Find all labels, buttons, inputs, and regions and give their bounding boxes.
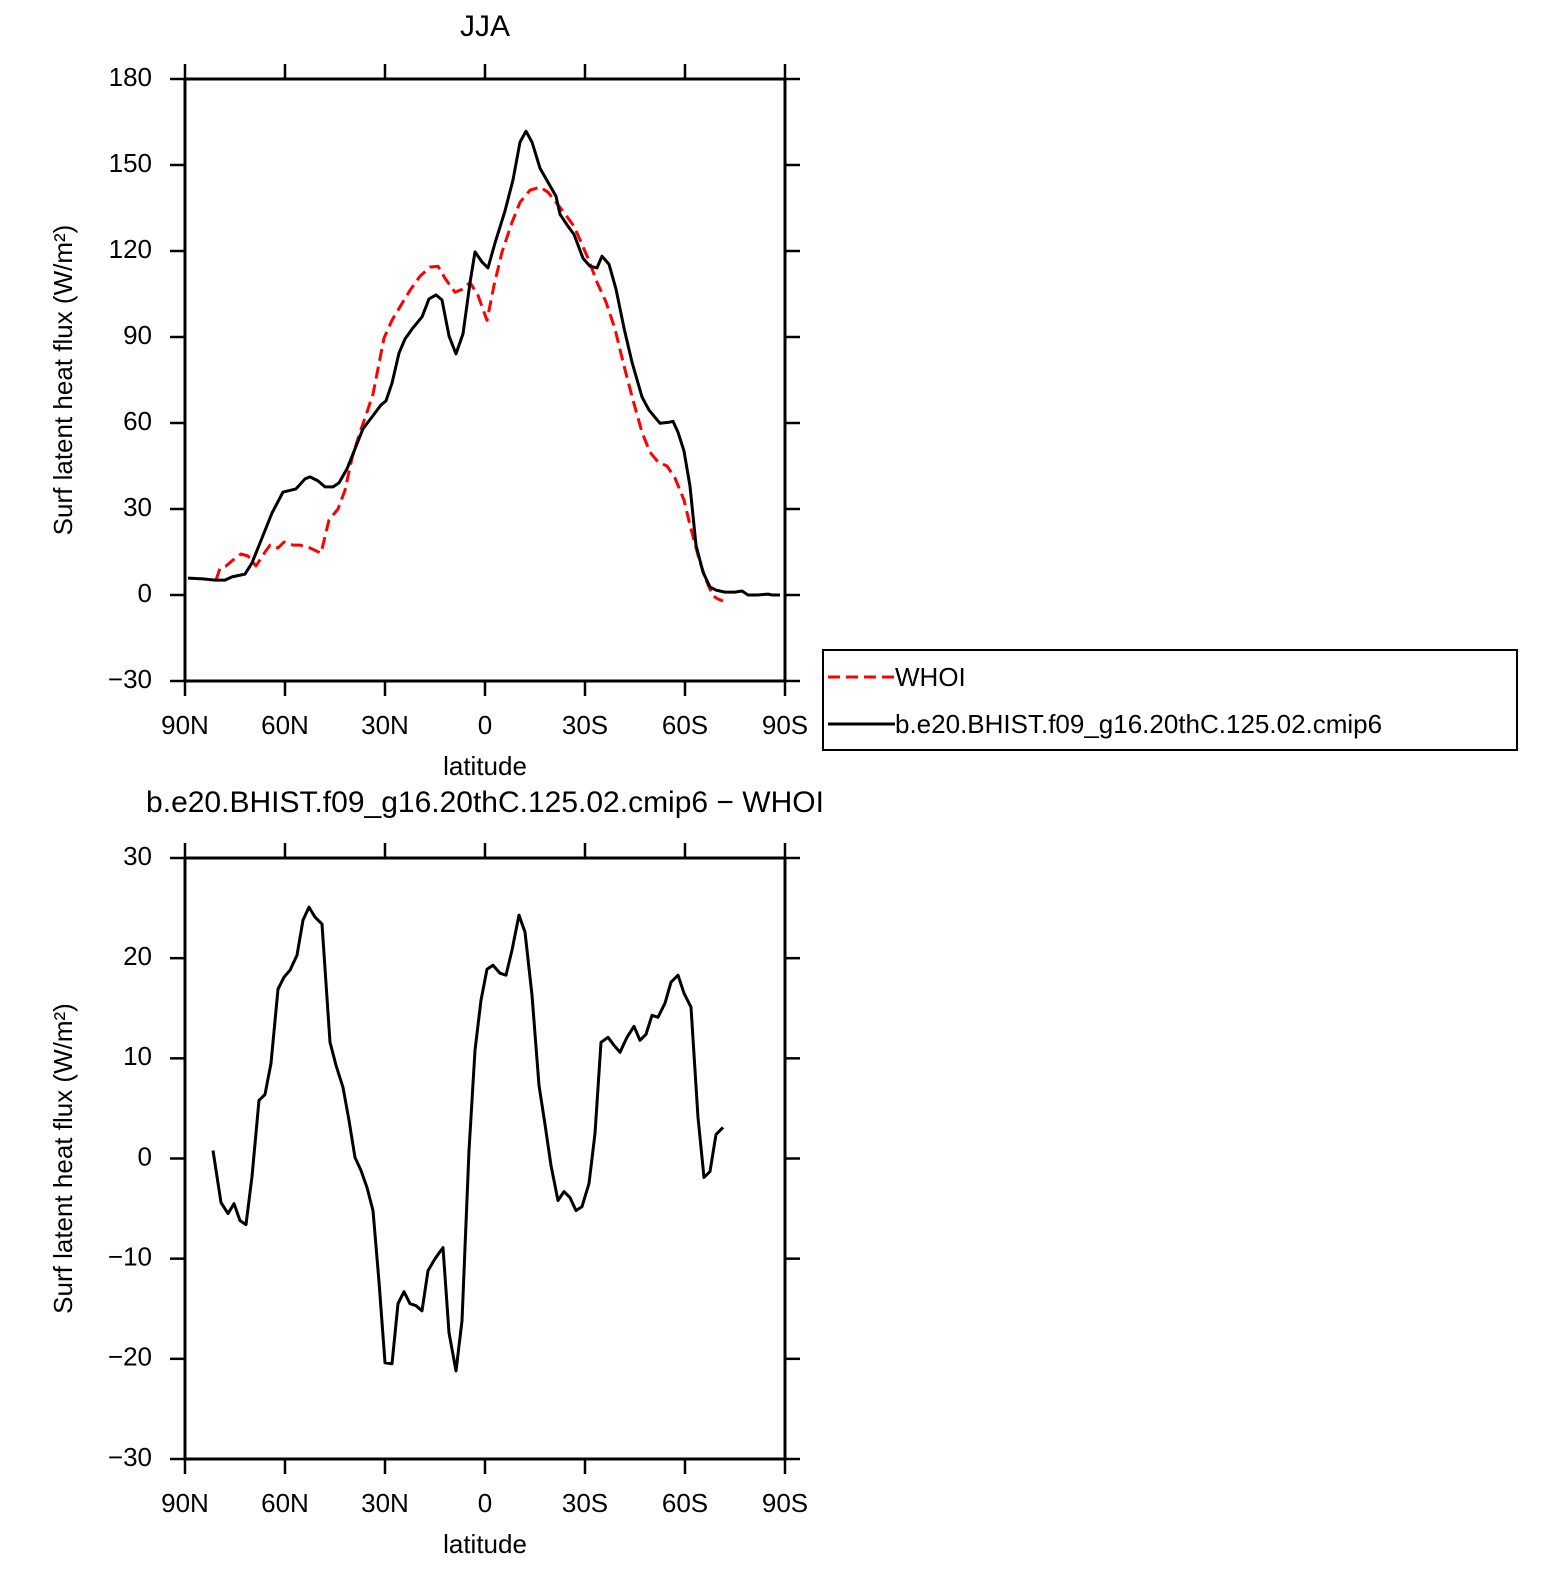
series-line [187,129,780,597]
y-tick-label: 90 [123,320,152,350]
x-tick-label: 30N [361,710,409,740]
x-tick-label: 60N [261,710,309,740]
x-tick-label: 30S [562,710,608,740]
x-tick-label: 60S [662,1488,708,1518]
x-axis-label: latitude [443,1529,527,1559]
chart-title: JJA [460,10,510,43]
legend-label: b.e20.BHIST.f09_g16.20thC.125.02.cmip6 [895,709,1382,739]
y-tick-label: 180 [109,62,152,92]
x-axis-label: latitude [443,751,527,781]
y-tick-label: 20 [123,941,152,971]
x-tick-label: 90N [161,1488,209,1518]
legend-box [822,649,1518,751]
x-tick-label: 90S [762,710,808,740]
y-tick-label: 0 [138,578,152,608]
x-tick-label: 60S [662,710,708,740]
x-tick-label: 30N [361,1488,409,1518]
y-tick-label: 30 [123,841,152,871]
series-line [211,905,725,1373]
chart-title: b.e20.BHIST.f09_g16.20thC.125.02.cmip6 −… [146,786,824,819]
y-tick-label: 60 [123,406,152,436]
y-tick-label: −10 [108,1242,152,1272]
plot-frame [183,856,787,1461]
x-tick-label: 0 [478,1488,492,1518]
y-tick-label: −30 [108,664,152,694]
y-tick-label: 0 [138,1141,152,1171]
y-tick-label: −30 [108,1442,152,1472]
series-line [214,185,724,603]
y-axis-label: Surf latent heat flux (W/m²) [48,1003,78,1314]
y-tick-label: 120 [109,234,152,264]
x-tick-label: 30S [562,1488,608,1518]
plot-frame [183,77,787,683]
y-tick-label: 10 [123,1041,152,1071]
x-tick-label: 90N [161,710,209,740]
y-tick-label: −20 [108,1342,152,1372]
x-tick-label: 90S [762,1488,808,1518]
x-tick-label: 60N [261,1488,309,1518]
y-tick-label: 150 [109,148,152,178]
y-axis-label: Surf latent heat flux (W/m²) [48,225,78,536]
legend-label: WHOI [895,662,966,692]
y-tick-label: 30 [123,492,152,522]
x-tick-label: 0 [478,710,492,740]
